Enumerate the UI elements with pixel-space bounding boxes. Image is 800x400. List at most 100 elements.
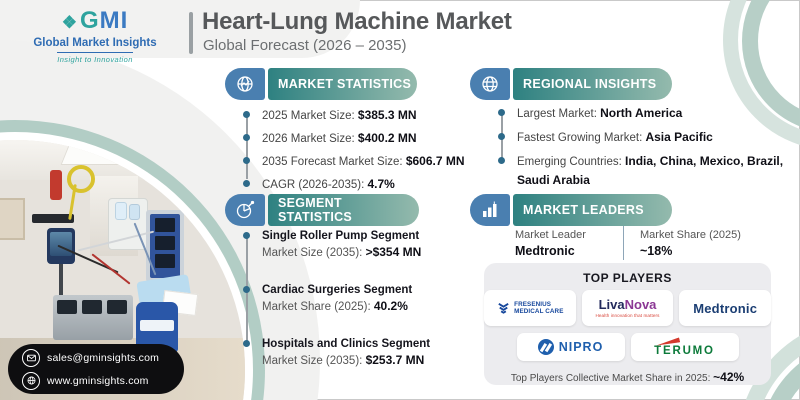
contact-email-row[interactable]: sales@gminsights.com: [22, 348, 184, 367]
segment-item: Single Roller Pump Segment Market Size (…: [225, 228, 465, 261]
photo-yellow-cable-coil: [67, 165, 95, 193]
hospital-room-scene: [0, 140, 245, 400]
fresenius-line2: MEDICAL CARE: [514, 308, 564, 315]
terumo-wordmark: TERUMO: [654, 345, 715, 357]
gmi-logo-mark: ❖GMI: [20, 8, 170, 36]
livanova-tagline: Health innovation that matters: [595, 313, 660, 318]
segment-label: Market Size (2035):: [262, 247, 363, 259]
regional-item: Emerging Countries: India, China, Mexico…: [470, 152, 788, 190]
top-players-row-2: NIPRO TERUMO: [484, 333, 771, 361]
top-players-card: TOP PLAYERS FRESENIUS MEDICAL CARE LivaN…: [484, 263, 772, 385]
gmi-logo: ❖GMI Global Market Insights Insight to I…: [20, 8, 170, 67]
page-subtitle: Global Forecast (2026 – 2035): [203, 37, 407, 54]
footer-value: ~42%: [713, 370, 745, 384]
top-players-heading: TOP PLAYERS: [583, 271, 672, 285]
top-players-footer: Top Players Collective Market Share in 2…: [484, 370, 771, 384]
regional-insights-heading: REGIONAL INSIGHTS: [513, 68, 672, 100]
market-statistics-icon: [225, 68, 265, 100]
title-divider-bar: [189, 12, 193, 54]
livanova-logo: LivaNova Health innovation that matters: [581, 290, 674, 326]
segment-title: Single Roller Pump Segment: [262, 230, 420, 242]
segment-statistics-banner: SEGMENT STATISTICS: [225, 194, 419, 226]
nipro-mark-icon: [537, 339, 554, 355]
gmi-logo-g: G: [79, 7, 100, 34]
footer-label: Top Players Collective Market Share in 2…: [510, 373, 711, 384]
photo-monitor-screen: [50, 232, 72, 256]
company-tagline: Insight to Innovation: [57, 52, 133, 64]
market-leaders-icon: [470, 194, 510, 226]
segment-title: Cardiac Surgeries Segment: [262, 284, 413, 296]
regional-item: Fastest Growing Market: Asia Pacific: [470, 128, 788, 147]
market-share-col: Market Share (2025) ~18%: [640, 228, 741, 259]
market-statistics-banner: MARKET STATISTICS: [225, 68, 417, 100]
regional-insights-banner: REGIONAL INSIGHTS: [470, 68, 672, 100]
segment-label: Market Size (2035):: [262, 355, 363, 367]
segment-statistics-icon: [225, 194, 265, 226]
gmi-logo-mi: MI: [99, 7, 129, 34]
fresenius-chevron-icon: [498, 302, 509, 314]
segment-item: Cardiac Surgeries Segment Market Share (…: [225, 282, 465, 315]
stat-label: 2035 Forecast Market Size:: [262, 156, 403, 168]
segment-sub: Market Size (2035): $253.7 MN: [262, 352, 465, 369]
contact-website-row[interactable]: www.gminsights.com: [22, 371, 184, 390]
regional-item: Largest Market: North America: [470, 104, 788, 123]
market-leaders-banner: MARKET LEADERS: [470, 194, 672, 226]
stat-value: $606.7 MN: [405, 154, 465, 168]
segment-value: $253.7 MN: [365, 353, 425, 367]
gmi-diamond-icon: ❖: [61, 13, 78, 32]
segment-statistics-heading: SEGMENT STATISTICS: [268, 194, 419, 226]
photo-pump-screen: [57, 300, 77, 314]
regional-label: Largest Market:: [517, 108, 597, 120]
segment-label: Market Share (2025):: [262, 301, 371, 313]
fresenius-text: FRESENIUS MEDICAL CARE: [514, 301, 563, 315]
nipro-logo: NIPRO: [516, 333, 625, 361]
regional-insights-list: Largest Market: North America Fastest Gr…: [470, 104, 788, 195]
stat-value: $385.3 MN: [357, 108, 417, 122]
livanova-text: LivaNova Health innovation that matters: [595, 298, 659, 318]
regional-value: India, China, Mexico, Brazil, Saudi Arab…: [517, 154, 784, 187]
market-leader-label: Market Leader: [515, 228, 586, 241]
market-leaders-block: Market Leader Medtronic Market Share (20…: [515, 226, 741, 260]
livanova-part1: Liva: [598, 297, 625, 312]
photo-pump-screen: [107, 300, 127, 314]
photo-monitor-pole: [59, 264, 63, 302]
email-icon: [22, 348, 40, 367]
market-share-label: Market Share (2025): [640, 228, 741, 241]
segment-item: Hospitals and Clinics Segment Market Siz…: [225, 336, 465, 369]
photo-cable: [91, 253, 131, 285]
stat-label: 2025 Market Size:: [262, 110, 355, 122]
livanova-part2: Nova: [624, 297, 657, 312]
stat-item: 2025 Market Size: $385.3 MN: [225, 104, 465, 127]
fresenius-logo: FRESENIUS MEDICAL CARE: [484, 290, 576, 326]
contact-email[interactable]: sales@gminsights.com: [47, 351, 160, 364]
stat-item: 2026 Market Size: $400.2 MN: [225, 127, 465, 150]
medtronic-wordmark: Medtronic: [693, 300, 758, 316]
segment-value: >$354 MN: [365, 245, 422, 259]
stat-value: $400.2 MN: [357, 131, 417, 145]
page-title: Heart-Lung Machine Market: [202, 8, 512, 35]
photo-cabinet-window: [155, 236, 175, 250]
regional-label: Fastest Growing Market:: [517, 132, 643, 144]
stat-label: 2026 Market Size:: [262, 133, 355, 145]
regional-value: Asia Pacific: [645, 130, 713, 144]
photo-cabinet-window: [155, 254, 175, 268]
market-leader-name: Medtronic: [515, 243, 575, 258]
livanova-wordmark: LivaNova: [599, 298, 657, 311]
regional-insights-icon: [470, 68, 510, 100]
market-leader-col: Market Leader Medtronic: [515, 228, 607, 259]
nipro-wordmark: NIPRO: [558, 340, 604, 354]
contact-website[interactable]: www.gminsights.com: [47, 374, 149, 387]
regional-label: Emerging Countries:: [517, 156, 622, 168]
company-name: Global Market Insights: [33, 37, 157, 49]
medtronic-logo: Medtronic: [679, 290, 772, 326]
stat-label: CAGR (2026-2035):: [262, 179, 365, 191]
photo-iv-bag-2: [129, 204, 140, 220]
photo-iv-bag: [115, 202, 127, 220]
fresenius-line1: FRESENIUS: [514, 301, 552, 308]
terumo-wordmark-wrap: TERUMO: [654, 335, 715, 359]
market-share-value: ~18%: [640, 243, 673, 258]
photo-red-device: [50, 170, 62, 200]
regional-value: North America: [600, 106, 683, 120]
photo-unit-label: [140, 320, 174, 331]
